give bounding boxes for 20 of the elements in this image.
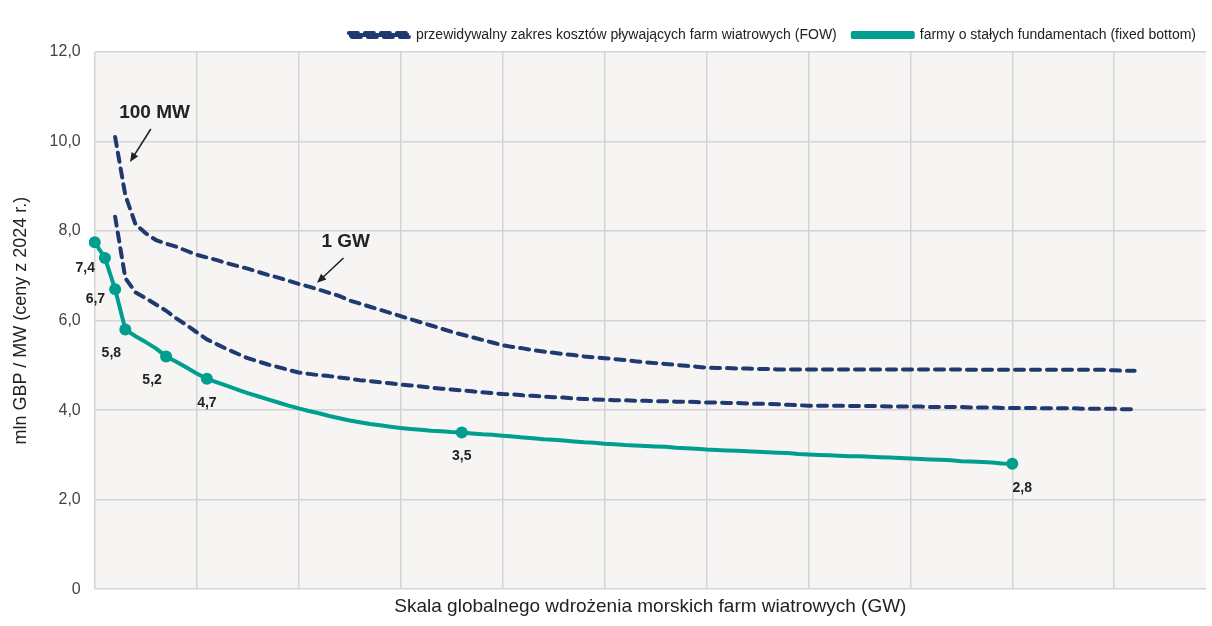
data-label: 3,5 <box>452 447 472 464</box>
y-tick-label: 4,0 <box>58 400 81 418</box>
y-tick-label: 8,0 <box>58 221 81 239</box>
y-axis-title: mln GBP / MW (ceny z 2024 r.) <box>9 196 30 445</box>
y-tick-label: 12,0 <box>49 42 81 60</box>
data-label: 5,2 <box>142 371 163 388</box>
legend-label: farmy o stałych fundamentach (fixed bottom) <box>919 25 1196 42</box>
data-label: 4,7 <box>197 393 217 410</box>
data-label: 2,8 <box>1012 478 1033 495</box>
annotation: 100 MW <box>119 101 190 124</box>
data-label: 6,7 <box>85 290 106 307</box>
y-tick-label: 2,0 <box>58 490 81 508</box>
annotation: 1 GW <box>321 230 370 253</box>
legend-label: przewidywalny zakres kosztów pływających farm wiatrowych (FOW) <box>415 25 837 42</box>
y-tick-label: 0 <box>71 579 81 597</box>
x-axis-title: Skala globalnego wdrożenia morskich farm wiatrowych (GW) <box>394 594 907 616</box>
data-label: 5,8 <box>101 344 122 361</box>
y-tick-label: 10,0 <box>49 131 81 149</box>
y-tick-label: 6,0 <box>58 311 81 329</box>
data-label: 7,4 <box>75 258 96 275</box>
